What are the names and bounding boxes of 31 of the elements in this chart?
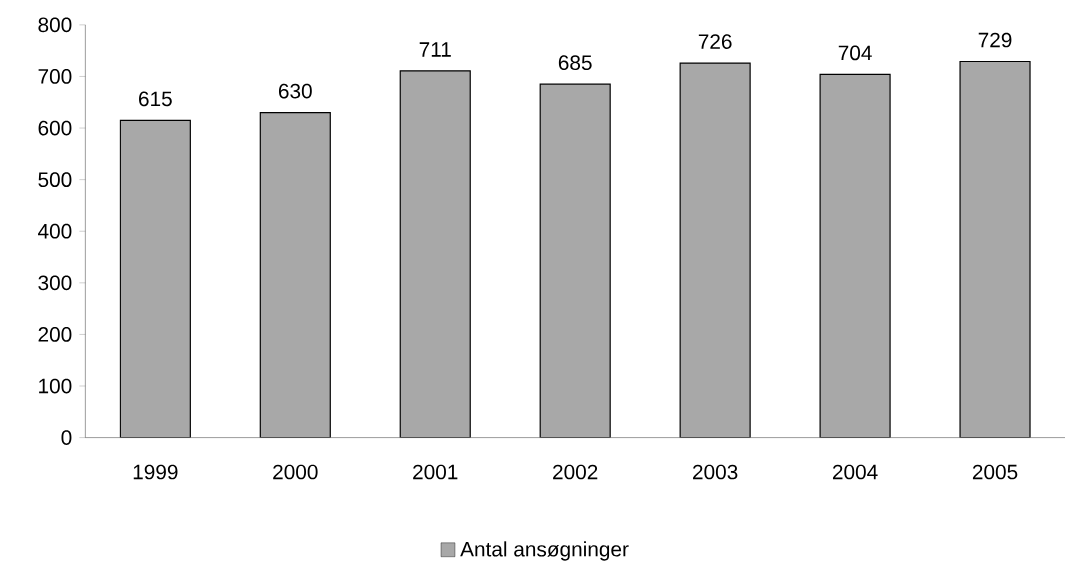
bar <box>119 119 191 438</box>
x-tick-label: 2000 <box>273 464 318 480</box>
x-tick-label: 2004 <box>832 464 878 480</box>
y-tick-label: 500 <box>38 172 72 188</box>
bar <box>399 70 471 438</box>
y-tick-label: 300 <box>38 275 72 291</box>
data-label: 615 <box>139 91 172 107</box>
x-tick-label: 2001 <box>413 464 458 480</box>
y-tick-label: 400 <box>38 223 72 239</box>
bar <box>679 62 751 438</box>
x-tick-label: 2003 <box>693 464 738 480</box>
data-label: 685 <box>558 55 592 71</box>
bar <box>259 112 331 438</box>
data-label: 726 <box>698 34 732 49</box>
y-tick-label: 800 <box>38 17 72 33</box>
x-tick-label: 1999 <box>133 464 178 480</box>
bar <box>539 83 611 438</box>
y-tick-label: 700 <box>38 69 72 84</box>
data-label: 711 <box>419 42 451 57</box>
y-tick-label: 100 <box>39 378 72 394</box>
bar <box>819 73 891 438</box>
data-label: 630 <box>278 83 312 99</box>
legend-label: Antal ansøgninger <box>460 541 629 561</box>
x-tick-label: 2005 <box>972 464 1018 480</box>
bar <box>959 60 1031 438</box>
data-label: 704 <box>838 45 872 61</box>
x-tick-label: 2002 <box>553 464 598 480</box>
y-tick-label: 0 <box>61 430 72 446</box>
y-tick-label: 200 <box>38 327 72 342</box>
data-label: 729 <box>978 32 1012 48</box>
y-tick-label: 600 <box>38 120 72 136</box>
